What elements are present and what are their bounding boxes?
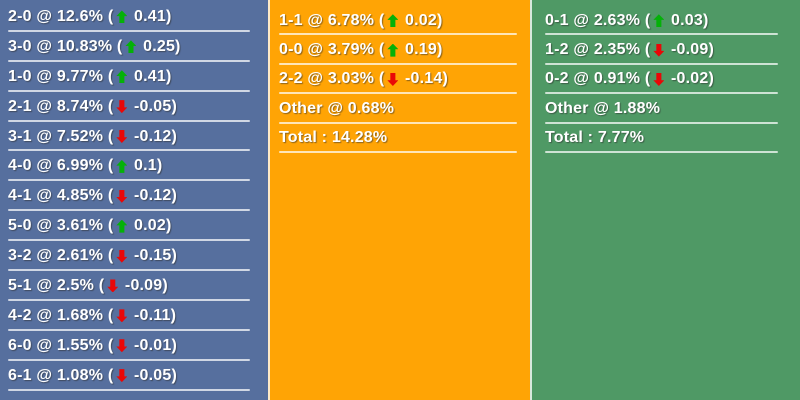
scoreline-4-2-row: 4-2 @ 1.68% ( -0.11)	[0, 301, 268, 331]
other-row: Other @ 0.68%	[270, 94, 530, 124]
scoreline-4-1-row: 4-1 @ 4.85% ( -0.12)	[0, 181, 268, 212]
trend-delta-text: 0.02)	[129, 217, 172, 235]
score-text: 2-1 @ 8.74% (	[8, 97, 114, 115]
score-text: 4-2 @ 1.68% (	[8, 306, 114, 324]
scoreline-2-0-row: 2-0 @ 12.6% ( 0.41)	[0, 2, 268, 32]
trend-down-icon	[116, 249, 128, 263]
trend-delta-text: 0.41)	[129, 67, 172, 85]
score-text: 1-1 @ 6.78% (	[279, 11, 385, 29]
trend-down-icon	[653, 72, 665, 86]
trend-delta-text: 0.25)	[138, 37, 181, 55]
trend-delta-text: -0.01)	[129, 336, 178, 354]
score-text: 0-0 @ 3.79% (	[279, 41, 385, 59]
score-text: 2-2 @ 3.03% (	[279, 70, 385, 88]
scoreline-6-1-row: 6-1 @ 1.08% ( -0.05)	[0, 361, 268, 391]
trend-up-icon	[116, 159, 128, 173]
scoreline-5-1-row: 5-1 @ 2.5% ( -0.09)	[0, 271, 268, 301]
scoreline-0-2-row: 0-2 @ 0.91% ( -0.02)	[532, 65, 800, 95]
trend-down-icon	[116, 100, 128, 114]
trend-delta-text: -0.12)	[129, 127, 178, 145]
score-text: 2-0 @ 12.6% (	[8, 7, 114, 25]
trend-delta-text: 0.02)	[400, 11, 443, 29]
scoreline-0-0-row: 0-0 @ 3.79% ( 0.19)	[270, 35, 530, 66]
trend-down-icon	[653, 43, 665, 57]
score-text: 1-0 @ 9.77% (	[8, 67, 114, 85]
scoreline-1-2-row: 1-2 @ 2.35% ( -0.09)	[532, 35, 800, 66]
trend-down-icon	[107, 279, 119, 293]
trend-delta-text: -0.09)	[120, 276, 168, 294]
total-row: Total : 7.77%	[532, 124, 800, 154]
trend-delta-text: -0.09)	[666, 41, 715, 59]
trend-down-icon	[116, 130, 128, 143]
other-row: Other @ 1.88%	[532, 94, 800, 124]
scoreline-1-0-row: 1-0 @ 9.77% ( 0.41)	[0, 62, 268, 92]
trend-down-icon	[116, 369, 128, 383]
trend-delta-text: -0.12)	[129, 187, 178, 205]
trend-up-icon	[125, 40, 137, 54]
score-text: 6-1 @ 1.08% (	[8, 366, 114, 384]
score-text: 0-1 @ 2.63% (	[545, 11, 651, 29]
draw-scores-column: 1-1 @ 6.78% ( 0.02) 0-0 @ 3.79% ( 0.19) 2-…	[268, 0, 530, 400]
trend-delta-text: -0.05)	[129, 366, 178, 384]
score-text: Total : 14.28%	[279, 129, 388, 147]
trend-delta-text: 0.03)	[666, 11, 709, 29]
score-text: 1-2 @ 2.35% (	[545, 41, 651, 59]
trend-down-icon	[116, 189, 128, 203]
scoreline-3-2-row: 3-2 @ 2.61% ( -0.15)	[0, 241, 268, 271]
trend-up-icon	[387, 43, 399, 57]
trend-down-icon	[116, 309, 128, 323]
score-text: 3-2 @ 2.61% (	[8, 247, 114, 265]
trend-delta-text: -0.15)	[129, 247, 178, 265]
scoreline-2-1-row: 2-1 @ 8.74% ( -0.05)	[0, 92, 268, 122]
score-text: 5-0 @ 3.61% (	[8, 217, 114, 235]
trend-delta-text: -0.11)	[129, 306, 177, 324]
score-text: 0-2 @ 0.91% (	[545, 70, 651, 88]
trend-up-icon	[116, 70, 128, 84]
scoreline-5-0-row: 5-0 @ 3.61% ( 0.02)	[0, 211, 268, 242]
score-text: Other @ 1.88%	[545, 99, 661, 117]
trend-delta-text: -0.14)	[400, 70, 449, 88]
trend-down-icon	[387, 72, 399, 86]
score-text: 6-0 @ 1.55% (	[8, 336, 114, 354]
score-text: 5-1 @ 2.5% (	[8, 276, 105, 294]
score-text: 4-0 @ 6.99% (	[8, 157, 114, 175]
trend-up-icon	[653, 14, 665, 28]
home-scores-column: 2-0 @ 12.6% ( 0.41) 3-0 @ 10.83% ( 0.25) 1…	[0, 0, 268, 400]
trend-up-icon	[387, 14, 399, 28]
trend-up-icon	[116, 219, 128, 233]
scoreline-3-0-row: 3-0 @ 10.83% ( 0.25)	[0, 32, 268, 62]
scoreline-2-2-row: 2-2 @ 3.03% ( -0.14)	[270, 65, 530, 95]
scoreline-0-1-row: 0-1 @ 2.63% ( 0.03)	[532, 6, 800, 36]
score-text: 3-0 @ 10.83% (	[8, 37, 123, 55]
scoreline-4-0-row: 4-0 @ 6.99% ( 0.1)	[0, 151, 268, 182]
score-text: 4-1 @ 4.85% (	[8, 187, 114, 205]
trend-delta-text: -0.05)	[129, 97, 178, 115]
trend-delta-text: 0.19)	[400, 41, 443, 59]
scoreline-3-1-row: 3-1 @ 7.52% ( -0.12)	[0, 122, 268, 152]
trend-delta-text: 0.41)	[129, 7, 172, 25]
trend-up-icon	[116, 10, 128, 24]
trend-delta-text: -0.02)	[666, 70, 715, 88]
score-text: 3-1 @ 7.52% (	[8, 127, 114, 145]
score-text: Other @ 0.68%	[279, 99, 395, 117]
scoreline-6-0-row: 6-0 @ 1.55% ( -0.01)	[0, 331, 268, 361]
trend-down-icon	[116, 339, 128, 353]
score-text: Total : 7.77%	[545, 129, 645, 147]
total-row: Total : 14.28%	[270, 124, 530, 154]
scoreline-1-1-row: 1-1 @ 6.78% ( 0.02)	[270, 6, 530, 36]
away-scores-column: 0-1 @ 2.63% ( 0.03) 1-2 @ 2.35% ( -0.09) 0…	[530, 0, 800, 400]
trend-delta-text: 0.1)	[129, 157, 163, 175]
